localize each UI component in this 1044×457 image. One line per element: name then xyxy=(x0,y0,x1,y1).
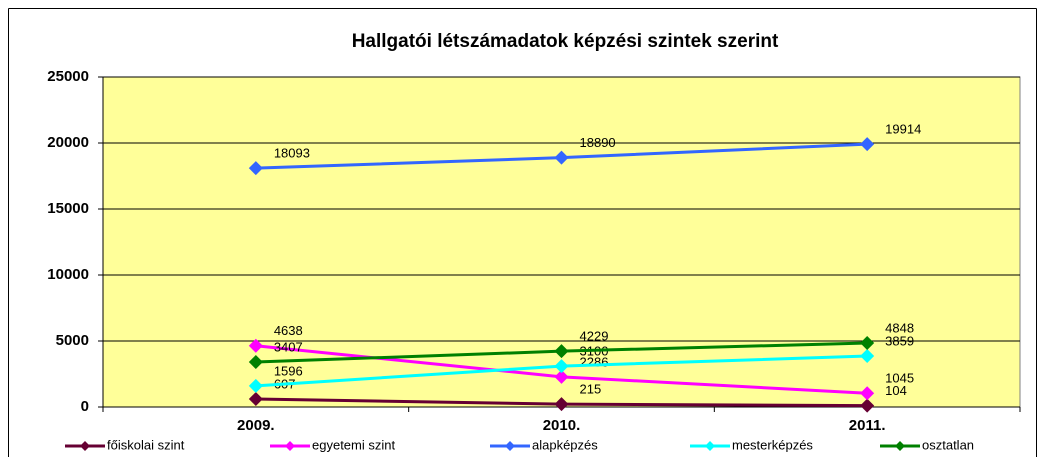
marker xyxy=(248,355,263,370)
data-label: 1045 xyxy=(885,371,914,386)
y-tick-label: 10000 xyxy=(47,266,89,283)
legend-label: főiskolai szint xyxy=(107,437,185,452)
data-label: 4848 xyxy=(885,320,914,335)
data-label: 3407 xyxy=(274,339,303,354)
y-tick-label: 0 xyxy=(81,398,89,415)
data-label: 3859 xyxy=(885,333,914,348)
data-label: 104 xyxy=(885,383,907,398)
legend-marker xyxy=(80,441,90,451)
marker xyxy=(860,386,875,401)
marker xyxy=(860,336,875,351)
x-tick-label: 2009. xyxy=(237,417,275,434)
legend-label: alapképzés xyxy=(532,437,598,452)
data-label: 18093 xyxy=(274,146,310,161)
marker xyxy=(248,378,263,393)
legend-marker xyxy=(895,441,905,451)
data-label: 18890 xyxy=(580,135,616,150)
marker xyxy=(554,150,569,165)
legend-label: egyetemi szint xyxy=(312,437,395,452)
marker xyxy=(860,398,875,413)
legend-label: osztatlan xyxy=(922,437,974,452)
x-tick-label: 2010. xyxy=(543,417,581,434)
legend-label: mesterképzés xyxy=(732,437,813,452)
marker xyxy=(248,338,263,353)
marker xyxy=(554,359,569,374)
x-tick-label: 2011. xyxy=(849,417,886,434)
legend-marker xyxy=(505,441,515,451)
data-label: 1596 xyxy=(274,363,303,378)
y-tick-label: 20000 xyxy=(47,134,89,151)
y-tick-label: 15000 xyxy=(47,200,89,217)
marker xyxy=(860,137,875,152)
legend-marker xyxy=(705,441,715,451)
y-tick-label: 25000 xyxy=(47,68,89,85)
marker xyxy=(554,369,569,384)
data-label: 19914 xyxy=(885,122,921,137)
marker xyxy=(248,161,263,176)
y-tick-label: 5000 xyxy=(56,332,89,349)
data-label: 215 xyxy=(580,382,602,397)
chart-title: Hallgatói létszámadatok képzési szintek … xyxy=(352,31,779,52)
data-label: 4638 xyxy=(274,323,303,338)
marker xyxy=(860,349,875,364)
marker xyxy=(554,397,569,412)
data-label: 4229 xyxy=(580,329,609,344)
marker xyxy=(554,344,569,359)
marker xyxy=(248,391,263,406)
legend-marker xyxy=(285,441,295,451)
